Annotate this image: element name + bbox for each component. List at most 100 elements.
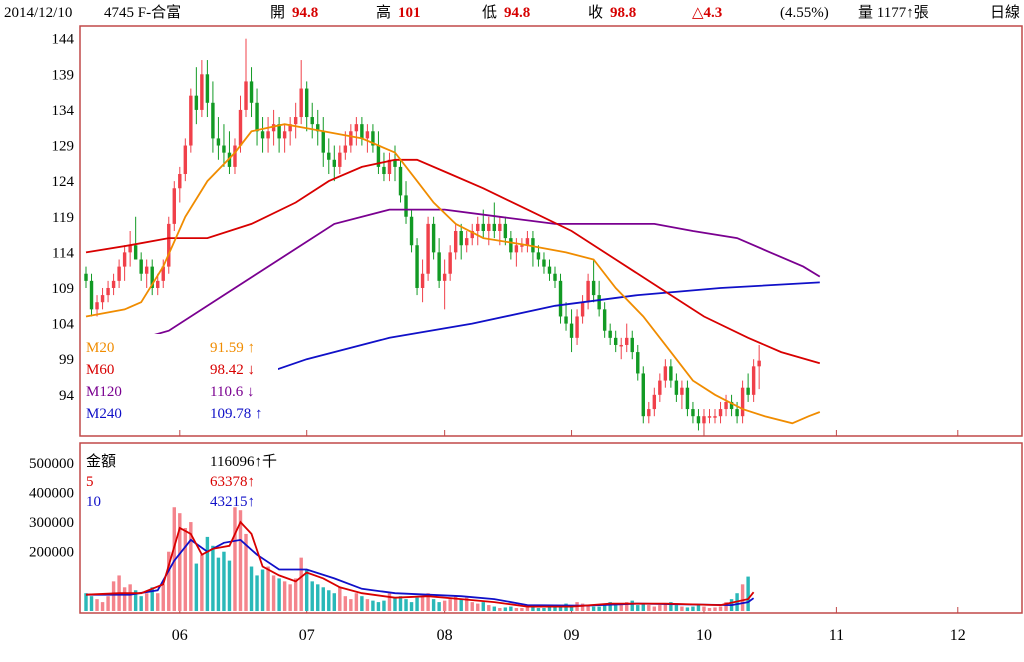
candle-down (277, 124, 281, 139)
candle-down (260, 131, 265, 139)
volume-bar-up (619, 603, 623, 611)
volume-bar-up (453, 596, 458, 611)
date-tick-label: 12 (950, 627, 966, 644)
candle-down (376, 145, 381, 167)
volume-bar-down (133, 590, 138, 611)
candle-up (498, 223, 502, 231)
candle-up (299, 88, 303, 118)
volume-bar-down (696, 605, 701, 611)
candle-down (304, 88, 309, 118)
candle-up (476, 223, 480, 231)
candle-down (89, 280, 94, 310)
volume-bar-up (586, 605, 590, 611)
volume-bar-up (282, 581, 287, 611)
volume-bar-down (332, 593, 337, 611)
volume-bar-down (636, 605, 640, 611)
volume-bar-down (211, 545, 215, 611)
volume-bar-up (580, 603, 585, 611)
candle-down (360, 124, 364, 139)
volume-bar-down (503, 607, 508, 611)
candle-up (161, 266, 165, 281)
volume-bar-down (591, 606, 596, 611)
volume-bar-down (316, 584, 320, 611)
legend-amount-value: 116096↑千 (210, 453, 277, 470)
volume-bar-down (360, 596, 364, 611)
volume-bar-down (641, 603, 645, 611)
candle-down (674, 380, 679, 395)
ma60-line (85, 158, 821, 365)
volume-bar-down (376, 602, 381, 611)
candle-up (702, 416, 706, 424)
volume-bar-up (189, 522, 193, 611)
candle-down (542, 259, 546, 267)
candle-down (558, 280, 563, 317)
candle-down (608, 330, 612, 338)
volume-bar-down (630, 600, 634, 611)
volume-bar-up (514, 608, 519, 611)
ma120-line (118, 208, 821, 346)
volume-bar-down (89, 596, 94, 611)
volume-bar-up (647, 605, 651, 611)
candle-up (244, 81, 248, 110)
candle-up (183, 145, 188, 175)
volume-bar-up (156, 593, 160, 611)
moving-average-lines (85, 123, 821, 608)
volume-bar-up (740, 584, 745, 611)
candle-down (316, 124, 320, 132)
candle-up (647, 409, 651, 417)
high-value: 101 (398, 5, 421, 21)
volume-bar-down (321, 587, 325, 611)
candle-down (630, 337, 634, 353)
candle-up (707, 416, 712, 418)
candle-up (652, 394, 657, 410)
candle-down (194, 95, 199, 110)
candle-up (172, 188, 176, 224)
candle-up (465, 238, 469, 246)
date-tick-label: 11 (829, 627, 844, 644)
candle-down (735, 409, 739, 417)
volume-bar-up (349, 599, 353, 611)
candle-down (569, 323, 574, 338)
candle-down (641, 373, 645, 417)
volume-tick-label: 200000 (29, 545, 74, 561)
candle-down (310, 117, 314, 125)
candle-up (266, 131, 270, 139)
candlesticks (84, 38, 761, 431)
candle-down (327, 152, 331, 160)
candle-up (238, 109, 243, 146)
volume-bar-down (509, 606, 513, 611)
candle-up (111, 280, 116, 288)
volume-bar-up (178, 513, 182, 611)
candle-up (128, 245, 132, 253)
candle-up (178, 174, 182, 189)
candle-up (470, 231, 474, 239)
candle-up (365, 131, 370, 139)
quote-header: 2014/12/10 4745 F-合富 開 94.8 高 101 低 94.8… (0, 0, 1024, 26)
candle-up (354, 124, 359, 132)
candle-up (426, 223, 430, 274)
volume-bar-down (393, 597, 397, 611)
open-label: 開 (270, 5, 286, 21)
candle-down (685, 387, 690, 410)
legend-m20-value: 91.59 ↑ (210, 340, 255, 356)
volume-bar-down (249, 566, 254, 611)
volume-bar-up (713, 607, 717, 611)
candle-up (156, 280, 160, 288)
volume-bar-up (354, 593, 359, 611)
candle-down (205, 74, 210, 103)
volume-bar-up (724, 602, 728, 611)
price-tick-label: 129 (52, 139, 75, 155)
volume-bar-up (200, 554, 204, 611)
volume-bar-up (343, 596, 348, 611)
candle-up (293, 117, 298, 125)
volume-bar-up (271, 575, 276, 611)
volume-bar-up (365, 599, 370, 611)
candle-up (288, 124, 292, 132)
candle-down (459, 231, 463, 246)
candle-down (492, 223, 497, 231)
volume-bar-down (415, 597, 419, 611)
candle-up (442, 273, 447, 281)
volume-tick-label: 500000 (29, 456, 74, 472)
candle-up (680, 387, 684, 395)
price-tick-label: 134 (52, 103, 75, 119)
